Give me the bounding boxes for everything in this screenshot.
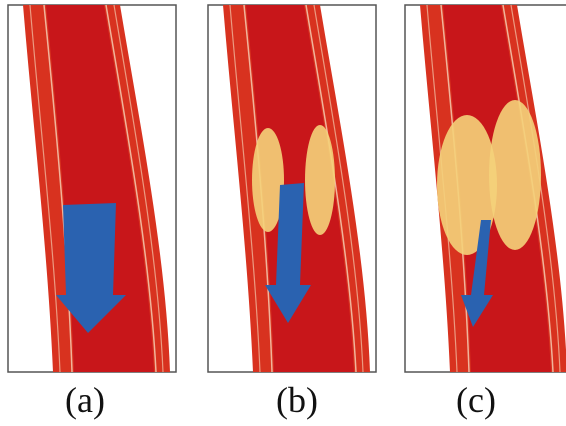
panel-label: (c): [456, 380, 496, 420]
panel-a: [7, 4, 177, 373]
panel-label: (a): [65, 380, 105, 420]
panel-c: [404, 4, 566, 373]
panel-b: [207, 4, 377, 373]
panel-label: (b): [276, 380, 318, 420]
